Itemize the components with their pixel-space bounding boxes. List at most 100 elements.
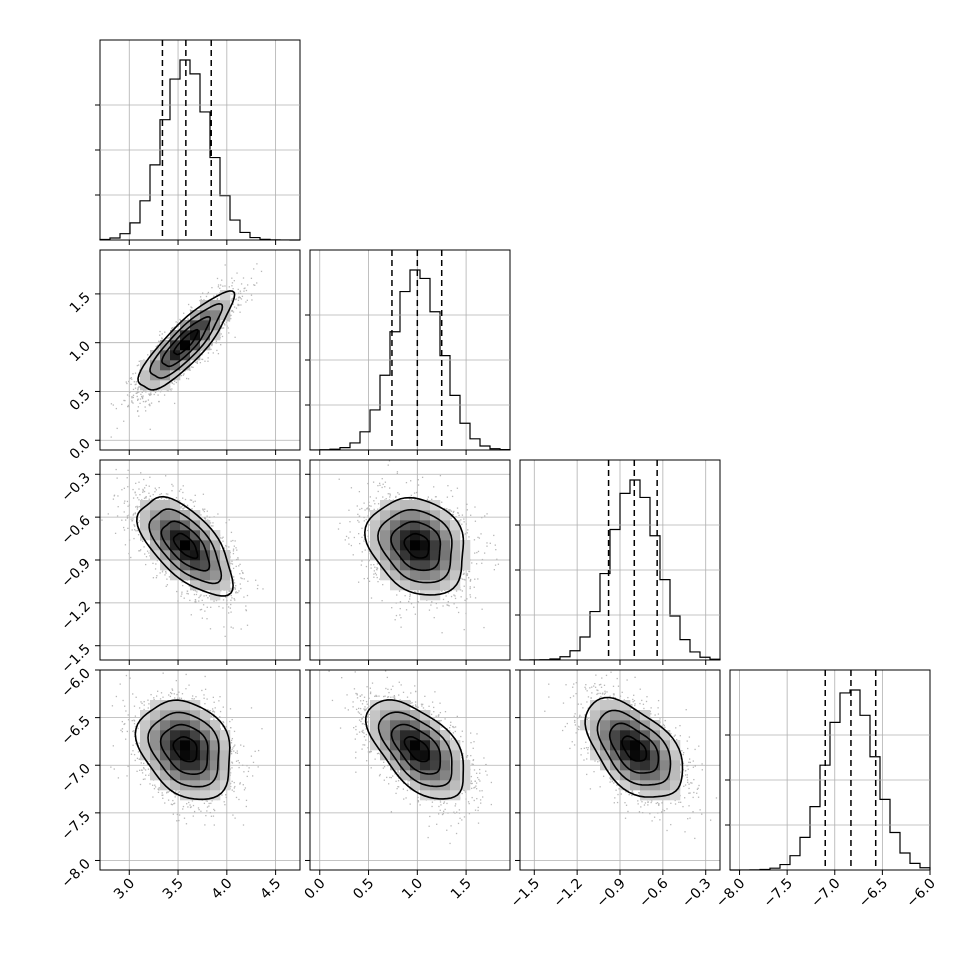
scatter-point <box>235 591 237 593</box>
scatter-point <box>151 498 153 500</box>
scatter-point <box>136 508 139 510</box>
scatter-point <box>237 558 239 560</box>
scatter-point <box>233 579 235 581</box>
scatter-point <box>136 391 139 393</box>
scatter-point <box>213 295 215 297</box>
density-cell <box>140 380 151 391</box>
scatter-point <box>237 557 239 559</box>
scatter-point <box>225 522 227 524</box>
scatter-point <box>215 342 217 344</box>
scatter-point <box>155 489 157 491</box>
scatter-point <box>123 529 126 531</box>
scatter-point <box>216 294 218 296</box>
scatter-point <box>226 545 228 548</box>
scatter-point <box>131 400 133 402</box>
scatter-point <box>202 604 205 606</box>
scatter-point <box>230 626 232 628</box>
scatter-point <box>142 491 144 493</box>
scatter-point <box>219 287 221 289</box>
scatter-point <box>236 272 238 274</box>
scatter-point <box>244 287 246 289</box>
scatter-point <box>134 387 137 389</box>
scatter-point <box>143 490 146 493</box>
scatter-point <box>183 373 185 375</box>
scatter-point <box>220 344 222 346</box>
scatter-point <box>230 531 233 534</box>
scatter-point <box>230 300 233 302</box>
scatter-point <box>234 293 237 295</box>
density-cell <box>200 330 211 341</box>
scatter-point <box>145 484 147 487</box>
density-cell <box>190 310 201 321</box>
scatter-point <box>117 506 119 508</box>
scatter-point <box>201 617 203 619</box>
scatter-point <box>178 490 181 492</box>
scatter-point <box>152 390 155 392</box>
scatter-point <box>230 317 232 320</box>
scatter-point <box>234 298 237 301</box>
scatter-point <box>132 497 135 499</box>
scatter-point <box>232 311 235 313</box>
scatter-point <box>129 377 131 380</box>
scatter-point <box>256 263 258 265</box>
scatter-point <box>132 394 135 396</box>
scatter-point <box>235 547 237 549</box>
scatter-point <box>171 381 173 383</box>
scatter-point <box>181 581 183 583</box>
scatter-point <box>230 594 232 597</box>
scatter-point <box>204 508 206 510</box>
scatter-point <box>223 323 226 325</box>
scatter-point <box>141 499 143 501</box>
scatter-point <box>231 277 233 279</box>
scatter-point <box>131 520 134 522</box>
density-cell <box>140 370 151 381</box>
scatter-point <box>232 550 235 552</box>
scatter-point <box>149 394 151 396</box>
scatter-point <box>137 410 139 412</box>
scatter-point <box>116 427 118 430</box>
scatter-point <box>170 390 172 392</box>
scatter-point <box>215 340 218 342</box>
scatter-point <box>141 391 143 393</box>
scatter-point <box>138 360 140 362</box>
scatter-point <box>207 360 209 362</box>
scatter-point <box>132 518 134 520</box>
scatter-point <box>183 503 185 505</box>
density-cell <box>210 330 221 341</box>
scatter-point <box>150 392 152 394</box>
scatter-point <box>152 562 154 565</box>
scatter-point <box>231 285 233 287</box>
scatter-point <box>255 579 257 581</box>
density-cell <box>150 500 161 511</box>
density-cell <box>140 360 151 371</box>
scatter-point <box>139 550 141 552</box>
scatter-point <box>168 498 170 501</box>
scatter-point <box>192 366 194 369</box>
scatter-point <box>228 519 230 521</box>
scatter-point <box>189 369 191 371</box>
scatter-point <box>216 297 219 300</box>
scatter-point <box>217 286 220 288</box>
scatter-point <box>180 488 182 491</box>
scatter-point <box>131 378 133 380</box>
scatter-point <box>186 592 188 595</box>
scatter-point <box>194 590 197 592</box>
density-cell <box>160 350 171 361</box>
scatter-point <box>148 498 150 500</box>
scatter-point <box>124 399 126 402</box>
scatter-point <box>132 373 134 375</box>
scatter-point <box>222 540 224 542</box>
scatter-point <box>257 584 259 587</box>
density-cell <box>160 370 171 381</box>
scatter-point <box>181 593 183 595</box>
scatter-point <box>171 327 173 330</box>
scatter-point <box>222 327 225 329</box>
scatter-point <box>125 519 127 521</box>
scatter-point <box>225 596 227 598</box>
scatter-point <box>210 525 213 527</box>
scatter-point <box>140 393 142 396</box>
scatter-point <box>217 352 220 355</box>
axes-frame <box>729 669 931 871</box>
scatter-point <box>228 546 230 548</box>
